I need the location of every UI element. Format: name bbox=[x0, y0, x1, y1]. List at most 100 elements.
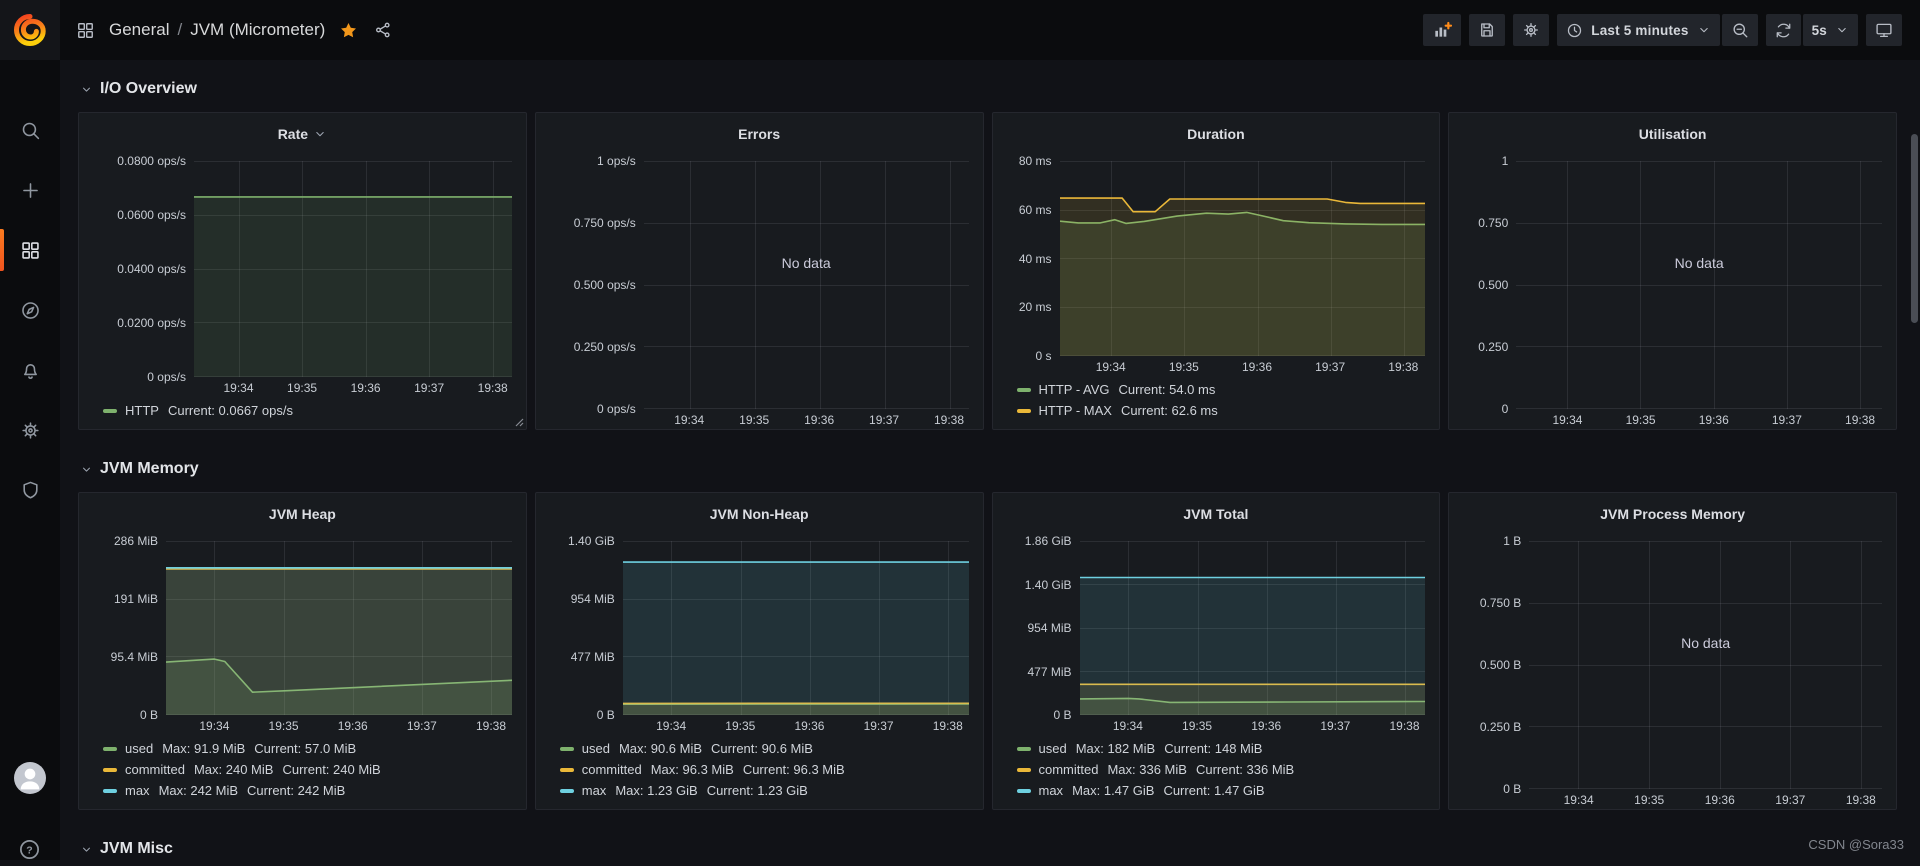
chevron-down-icon bbox=[316, 132, 324, 137]
legend-stat: Max: 96.3 MiB bbox=[650, 762, 734, 777]
sidebar-item-search[interactable] bbox=[0, 100, 60, 160]
y-axis-tick: 286 MiB bbox=[113, 534, 158, 548]
shield-icon bbox=[22, 481, 38, 499]
row-title: JVM Misc bbox=[100, 840, 173, 857]
x-axis-tick: 19:35 bbox=[1625, 413, 1656, 427]
plot-area[interactable] bbox=[1079, 541, 1426, 715]
x-axis-tick: 19:36 bbox=[1251, 719, 1282, 733]
y-axis-tick: 95.4 MiB bbox=[110, 650, 158, 664]
side-menu: ? bbox=[0, 0, 60, 860]
x-axis-tick: 19:35 bbox=[725, 719, 756, 733]
x-axis-tick: 19:36 bbox=[804, 413, 835, 427]
favorite-star-button[interactable] bbox=[337, 19, 360, 42]
panel-header: JVM Non-Heap bbox=[536, 493, 983, 531]
time-range-label: Last 5 minutes bbox=[1591, 22, 1689, 38]
refresh-dashboard-button[interactable] bbox=[1765, 14, 1801, 46]
panel-title[interactable]: JVM Non-Heap bbox=[709, 506, 809, 522]
sidebar-item-help[interactable]: ? bbox=[18, 838, 41, 866]
legend-color-swatch bbox=[559, 788, 574, 793]
breadcrumb-folder[interactable]: General bbox=[109, 20, 170, 39]
legend-stat: Max: 1.23 GiB bbox=[615, 783, 698, 798]
breadcrumb-dashboard-title[interactable]: JVM (Micrometer) bbox=[190, 20, 326, 39]
legend-stat: Max: 182 MiB bbox=[1075, 741, 1156, 756]
legend-item-max[interactable]: max Max: 1.47 GiB Current: 1.47 GiB bbox=[1016, 780, 1440, 801]
legend-item-used[interactable]: used Max: 90.6 MiB Current: 90.6 MiB bbox=[559, 738, 983, 759]
legend-series-label: used bbox=[1038, 741, 1067, 756]
dashboard-grid-icon[interactable] bbox=[74, 19, 97, 42]
chevron-down-icon bbox=[1838, 28, 1846, 33]
legend-item-max[interactable]: max Max: 1.23 GiB Current: 1.23 GiB bbox=[559, 780, 983, 801]
plot-area[interactable]: No data bbox=[1516, 161, 1882, 409]
y-axis-tick: 0.750 bbox=[1478, 216, 1509, 230]
legend-series-label: used bbox=[125, 741, 154, 756]
plot-area[interactable] bbox=[622, 541, 969, 715]
dashboard-row-i-o-overview[interactable]: I/O Overview bbox=[80, 76, 1897, 102]
panel-title[interactable]: Errors bbox=[738, 126, 781, 142]
sidebar-item-profile[interactable] bbox=[14, 762, 46, 794]
dashboard-row-jvm-misc[interactable]: JVM Misc bbox=[80, 836, 1897, 860]
sidebar-item-server-admin[interactable] bbox=[0, 460, 60, 520]
y-axis-tick: 0.750 B bbox=[1479, 596, 1522, 610]
dashboard-row-jvm-memory[interactable]: JVM Memory bbox=[80, 456, 1897, 482]
y-axis-tick: 0.0400 ops/s bbox=[117, 262, 186, 276]
chevron-down-icon bbox=[83, 847, 90, 852]
x-axis-tick: 19:38 bbox=[932, 719, 963, 733]
panel-title[interactable]: JVM Process Memory bbox=[1600, 506, 1745, 522]
cycle-view-mode-button[interactable] bbox=[1866, 14, 1902, 46]
panel-title[interactable]: JVM Heap bbox=[268, 506, 336, 522]
plot-area[interactable]: No data bbox=[643, 161, 969, 409]
plot-area[interactable] bbox=[166, 541, 512, 715]
gear-icon bbox=[21, 421, 39, 439]
legend-stat: Max: 336 MiB bbox=[1107, 762, 1187, 777]
legend-item-http[interactable]: HTTP Current: 0.0667 ops/s bbox=[103, 400, 526, 421]
panel-title[interactable]: Rate bbox=[277, 126, 309, 142]
legend-item-max[interactable]: max Max: 242 MiB Current: 242 MiB bbox=[103, 780, 526, 801]
plot-area[interactable] bbox=[1059, 161, 1426, 356]
legend-item-committed[interactable]: committed Max: 96.3 MiB Current: 96.3 MiB bbox=[559, 759, 983, 780]
x-axis: 19:34 19:35 19:36 19:37 19:38 bbox=[623, 715, 969, 735]
sidebar-item-dashboards[interactable] bbox=[0, 220, 60, 280]
legend-color-swatch bbox=[1016, 387, 1031, 392]
scrollbar-thumb[interactable] bbox=[1911, 134, 1918, 323]
add-panel-button[interactable] bbox=[1423, 14, 1462, 46]
legend-item-http-avg[interactable]: HTTP - AVG Current: 54.0 ms bbox=[1016, 379, 1440, 400]
sidebar-item-configuration[interactable] bbox=[0, 400, 60, 460]
legend-item-used[interactable]: used Max: 91.9 MiB Current: 57.0 MiB bbox=[103, 738, 526, 759]
refresh-interval-picker[interactable]: 5s bbox=[1802, 14, 1858, 46]
time-range-picker[interactable]: Last 5 minutes bbox=[1557, 14, 1720, 46]
dashboard-canvas: I/O Overview Rate 0.0800 ops/s 0.0600 ops/s… bbox=[60, 60, 1920, 860]
dashboard-settings-button[interactable] bbox=[1513, 14, 1550, 46]
legend-item-committed[interactable]: committed Max: 240 MiB Current: 240 MiB bbox=[103, 759, 526, 780]
panel-title[interactable]: Duration bbox=[1187, 126, 1245, 142]
y-axis: 80 ms 60 ms 40 ms 20 ms 0 s bbox=[1001, 154, 1052, 363]
legend-item-used[interactable]: used Max: 182 MiB Current: 148 MiB bbox=[1016, 738, 1440, 759]
plot-area[interactable] bbox=[194, 161, 512, 377]
y-axis-tick: 191 MiB bbox=[113, 592, 158, 606]
sidebar-item-create[interactable] bbox=[0, 160, 60, 220]
user-icon bbox=[20, 768, 40, 790]
chevron-down-icon bbox=[83, 87, 90, 92]
panel-title[interactable]: Utilisation bbox=[1638, 126, 1707, 142]
panel-title[interactable]: JVM Total bbox=[1183, 506, 1249, 522]
grafana-logo[interactable] bbox=[0, 0, 60, 60]
y-axis-tick: 954 MiB bbox=[570, 592, 615, 606]
x-axis-tick: 19:37 bbox=[414, 381, 445, 395]
legend-item-committed[interactable]: committed Max: 336 MiB Current: 336 MiB bbox=[1016, 759, 1440, 780]
share-dashboard-button[interactable] bbox=[372, 19, 394, 41]
plot-area[interactable]: No data bbox=[1529, 541, 1882, 789]
sidebar-item-explore[interactable] bbox=[0, 280, 60, 340]
x-axis-tick: 19:34 bbox=[1552, 413, 1583, 427]
legend-series-label: max bbox=[125, 783, 150, 798]
y-axis: 1 B 0.750 B 0.500 B 0.250 B 0 B bbox=[1457, 534, 1522, 796]
breadcrumb: General / JVM (Micrometer) bbox=[109, 20, 325, 40]
y-axis-tick: 477 MiB bbox=[1027, 664, 1072, 679]
zoom-out-time-button[interactable] bbox=[1721, 14, 1758, 46]
y-axis-tick: 0 B bbox=[596, 708, 615, 722]
panel-resize-handle[interactable] bbox=[515, 418, 524, 427]
legend-item-http-max[interactable]: HTTP - MAX Current: 62.6 ms bbox=[1016, 400, 1440, 421]
legend-series-label: max bbox=[1038, 783, 1064, 798]
y-axis-tick: 477 MiB bbox=[570, 650, 615, 664]
save-dashboard-button[interactable] bbox=[1469, 14, 1506, 46]
sidebar-item-alerting[interactable] bbox=[0, 340, 60, 400]
